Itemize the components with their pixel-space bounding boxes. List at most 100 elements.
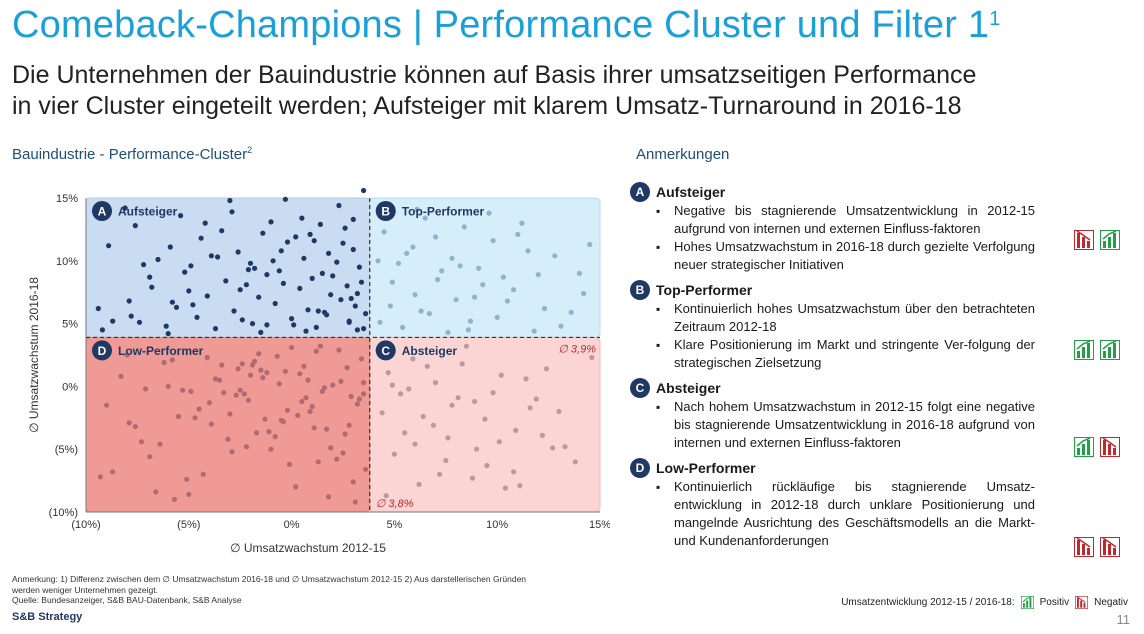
data-point [229, 449, 235, 455]
data-point [264, 370, 270, 376]
data-point [249, 321, 256, 327]
positive-chart-icon [1074, 340, 1094, 360]
data-point [215, 254, 221, 260]
data-point [200, 471, 206, 477]
data-point [188, 263, 194, 269]
legend-positive: Positiv [1039, 597, 1070, 608]
quadrant-b-letter: B [381, 205, 390, 219]
data-point [217, 377, 223, 383]
data-point [311, 238, 317, 244]
data-point [395, 260, 402, 266]
data-point [406, 386, 412, 392]
data-point [157, 441, 163, 447]
data-point [309, 275, 315, 281]
data-point [562, 444, 568, 450]
data-point [305, 377, 311, 383]
data-point [299, 215, 305, 221]
data-point [149, 284, 155, 290]
data-point [258, 367, 264, 373]
data-point [486, 210, 492, 216]
data-point [587, 241, 593, 248]
quadrant-a-badge [92, 201, 112, 221]
data-point [482, 416, 488, 422]
data-point [517, 483, 523, 489]
x-tick-label: 15% [589, 519, 610, 531]
data-point [182, 269, 188, 275]
data-point [132, 223, 138, 229]
data-point [235, 249, 241, 255]
data-point [221, 390, 227, 396]
data-point [126, 420, 132, 426]
data-point [169, 357, 175, 363]
data-point [206, 400, 212, 406]
data-point [235, 366, 241, 372]
data-point [317, 221, 323, 227]
x-tick-label: (5%) [177, 519, 200, 531]
data-point [474, 446, 480, 452]
legend-label: Umsatzentwicklung 2012-15 / 2016-18: [841, 597, 1015, 608]
data-point [437, 471, 443, 477]
cluster-badge: D [630, 458, 650, 478]
note-heading-text: Top-Performer [656, 282, 753, 298]
data-point [402, 430, 408, 436]
note-bullet: Hohes Umsatzwachstum in 2016-18 durch ge… [630, 238, 1060, 274]
data-point [420, 413, 426, 420]
data-point [350, 479, 356, 485]
data-point [264, 322, 270, 328]
data-point [430, 422, 437, 428]
note-heading: B Top-Performer [630, 280, 1060, 300]
data-point [385, 370, 391, 376]
data-point [188, 388, 194, 394]
note-c: C Absteiger Nach hohem Umsatzwachstum in 2… [630, 378, 1060, 452]
data-point [122, 205, 128, 211]
data-point [459, 361, 465, 367]
data-point [338, 378, 344, 384]
data-point [377, 319, 383, 325]
data-point [556, 408, 562, 415]
data-point [260, 375, 266, 381]
data-point [463, 343, 469, 349]
data-point [361, 380, 367, 386]
data-point [192, 415, 198, 421]
data-point [525, 248, 531, 254]
data-point [237, 387, 243, 393]
data-point [576, 270, 583, 276]
brand-logo: S&B Strategy [12, 611, 83, 623]
data-point [241, 391, 247, 397]
data-point [381, 229, 387, 235]
data-point [361, 187, 367, 194]
data-point [291, 322, 297, 328]
data-point [249, 362, 256, 368]
data-point [432, 380, 439, 386]
cluster-badge: A [630, 182, 650, 202]
data-point [416, 481, 422, 487]
data-point [465, 327, 471, 333]
negative-chart-icon [1074, 230, 1094, 250]
data-point [307, 408, 313, 415]
data-point [268, 446, 274, 452]
data-point [535, 272, 541, 278]
data-point [515, 231, 521, 237]
data-point [278, 248, 284, 254]
y-tick-label: 0% [62, 381, 78, 393]
data-point [128, 313, 134, 319]
data-point [169, 299, 175, 305]
note-heading: A Aufsteiger [630, 182, 1060, 202]
quadrant-c-badge [375, 340, 396, 361]
data-point [254, 430, 260, 436]
legend-negative: Negativ [1094, 597, 1128, 608]
data-point [239, 361, 245, 367]
data-point [480, 282, 486, 288]
data-point [278, 417, 284, 423]
data-point [196, 406, 202, 412]
note-a: A Aufsteiger Negative bis stagnierende Ums… [630, 182, 1060, 274]
data-point [379, 410, 385, 416]
y-axis-title: ∅ Umsatzwachstum 2016-18 [27, 277, 41, 433]
data-point [334, 456, 340, 462]
data-point [543, 366, 550, 372]
data-point [550, 445, 556, 451]
x-tick-label: 5% [386, 519, 402, 531]
data-point [527, 405, 533, 411]
data-point [272, 434, 278, 440]
quadrant-a-label: Aufsteiger [118, 205, 178, 219]
